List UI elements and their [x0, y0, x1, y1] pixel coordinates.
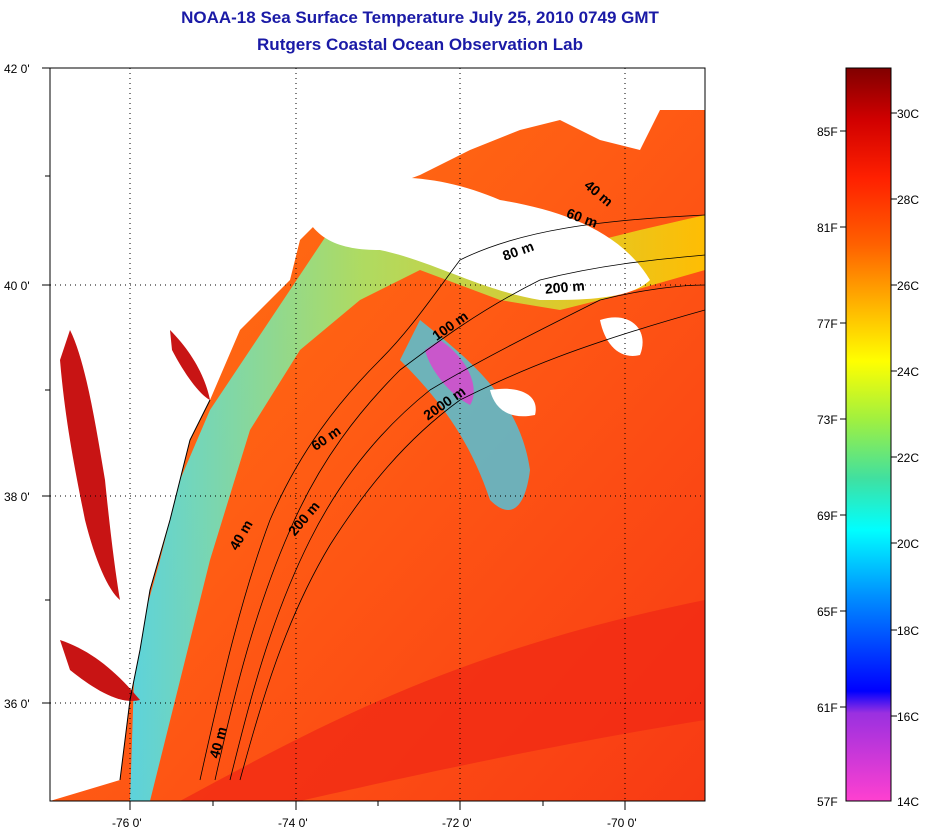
colorbar-f-61: 61F: [817, 701, 838, 715]
colorbar-ticks: [840, 112, 897, 717]
pamlico-sound: [60, 640, 140, 701]
colorbar-f-69: 69F: [817, 509, 838, 523]
depth-contour-lines: [199, 214, 705, 781]
colorbar-c-24: 24C: [897, 365, 919, 379]
colorbar-f-65: 65F: [817, 605, 838, 619]
coastline: [119, 399, 211, 781]
cloud-area: [300, 177, 650, 300]
colorbar-c-18: 18C: [897, 624, 919, 638]
land: [50, 68, 705, 801]
colorbar-c-28: 28C: [897, 193, 919, 207]
cold-spot: [425, 340, 474, 405]
depth-label-40m-south: 40 m: [206, 725, 230, 760]
map-title: NOAA-18 Sea Surface Temperature July 25,…: [181, 8, 659, 27]
map-subtitle: Rutgers Coastal Ocean Observation Lab: [257, 35, 583, 54]
tick-marks: [42, 67, 626, 810]
colorbar-f-57: 57F: [817, 795, 838, 809]
shelf-cool-water: [130, 210, 705, 801]
colorbar-c-26: 26C: [897, 279, 919, 293]
colorbar-c-22: 22C: [897, 451, 919, 465]
colorbar-f-77: 77F: [817, 317, 838, 331]
colorbar-c-14: 14C: [897, 795, 919, 809]
lat-label-36: 36 0': [4, 697, 30, 711]
lon-label-72: -72 0': [442, 816, 472, 830]
colorbar-c-20: 20C: [897, 537, 919, 551]
colorbar: [845, 67, 892, 802]
colorbar-c-30: 30C: [897, 107, 919, 121]
graticule: [50, 68, 705, 801]
map-area: [50, 68, 705, 801]
chesapeake-bay: [60, 330, 120, 600]
colorbar-f-73: 73F: [817, 413, 838, 427]
lon-label-74: -74 0': [278, 816, 308, 830]
lon-label-76: -76 0': [112, 816, 142, 830]
cloud-patch-2: [490, 388, 536, 417]
colorbar-f-81: 81F: [817, 221, 838, 235]
lat-label-40: 40 0': [4, 279, 30, 293]
depth-label-200m-ne: 200 m: [544, 277, 585, 296]
colorbar-f-85: 85F: [817, 125, 838, 139]
lat-label-38: 38 0': [4, 490, 30, 504]
cloud-patch: [600, 317, 643, 356]
lat-label-42: 42 0': [4, 62, 30, 76]
lon-label-70: -70 0': [607, 816, 637, 830]
colorbar-c-16: 16C: [897, 710, 919, 724]
gulf-stream-band: [180, 600, 705, 801]
delaware-bay: [170, 330, 210, 400]
